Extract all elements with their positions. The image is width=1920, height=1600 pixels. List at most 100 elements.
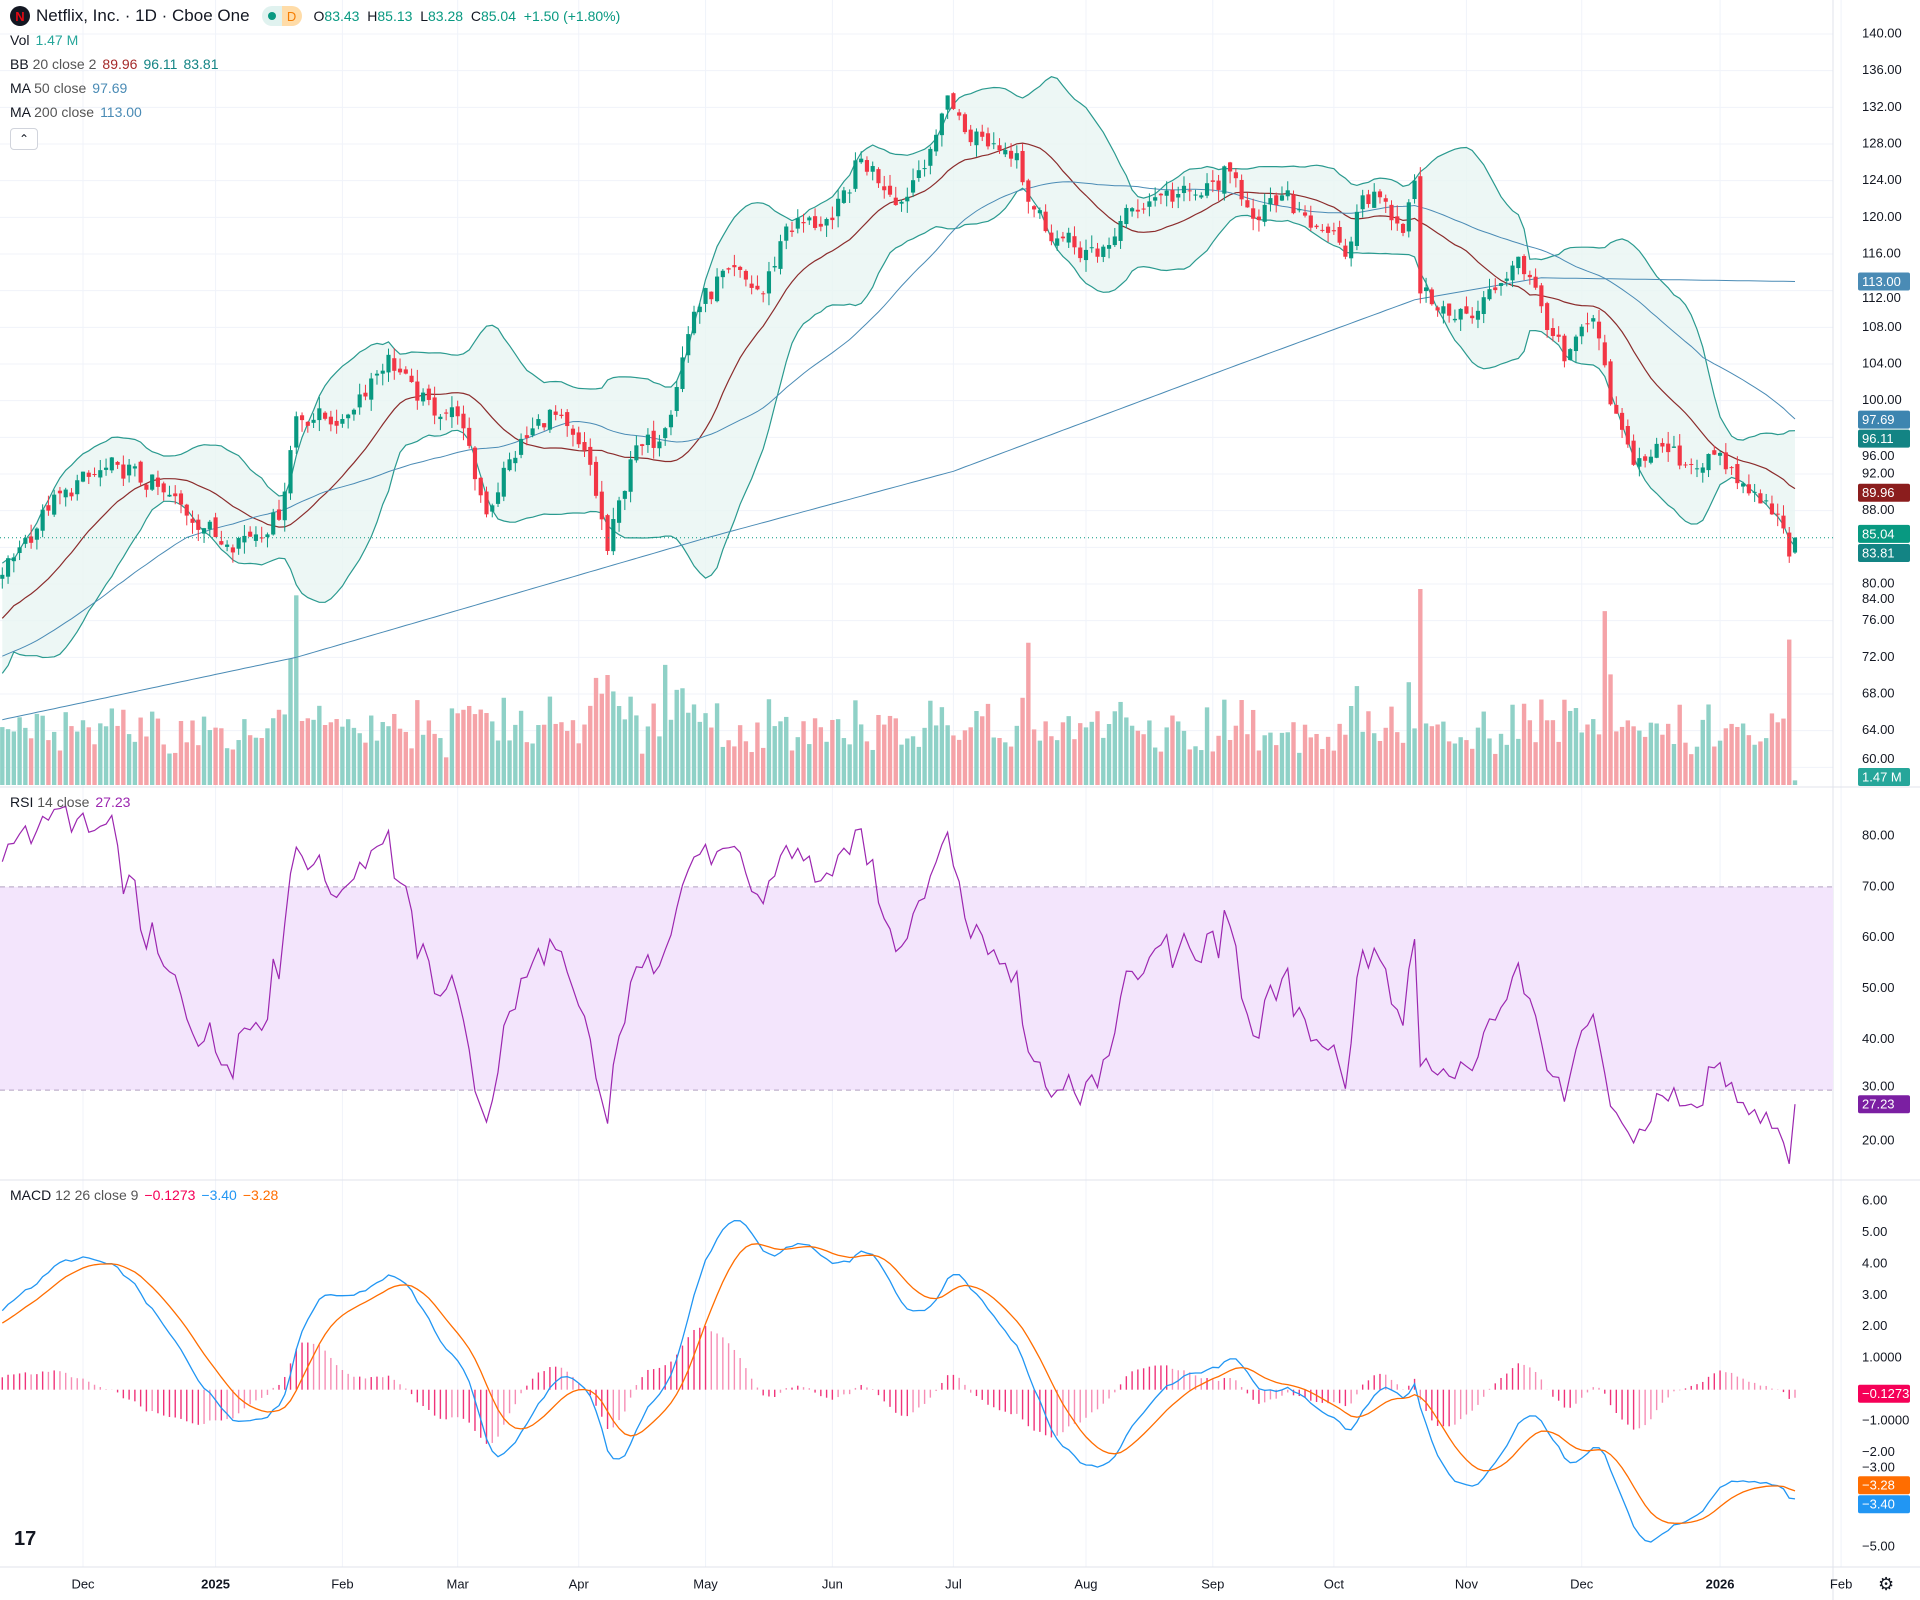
candle [1285,181,1290,201]
candle [438,414,443,431]
candle-body [980,131,985,137]
symbol-title[interactable]: Netflix, Inc. · 1D · Cboe One [36,6,250,25]
candle [985,127,991,150]
candle-body [1135,209,1140,212]
rsi-legend[interactable]: RSI 14 close 27.23 [10,794,130,810]
ma50-legend[interactable]: MA 50 close 97.69 [10,80,127,96]
candle [1279,186,1285,202]
candle-body [755,285,760,290]
candle [242,525,247,554]
candle-body [1694,468,1700,470]
candle [369,372,374,411]
macd-axis-label: 5.00 [1862,1224,1887,1239]
candle-body [795,218,800,229]
volume-bar [392,713,397,785]
tradingview-logo[interactable]: 17 [14,1528,37,1550]
settings-gear-icon[interactable]: ⚙ [1878,1574,1895,1594]
candles [0,92,1798,589]
volume-bar [1752,744,1757,785]
volume-bar [686,712,691,785]
bb-legend[interactable]: BB 20 close 2 89.96 96.11 83.81 [10,56,219,72]
macd-axis-label: −1.0000 [1862,1413,1909,1428]
candle [663,426,668,446]
candle [1458,308,1463,331]
candle-body [663,428,668,439]
candle-body [144,484,149,490]
volume-legend[interactable]: Vol 1.47 M [10,32,78,48]
candle [63,487,68,507]
candle [1130,207,1135,217]
candle-body [1643,456,1648,461]
volume-bar [536,725,541,785]
candle [288,445,293,500]
candle-body [1504,278,1509,281]
candle [876,167,881,188]
candle-body [69,492,74,497]
candle-body [1585,323,1590,325]
candle-body [1204,183,1210,196]
candle-body [386,354,391,373]
candle-body [1545,303,1550,330]
volume-bar [974,711,979,785]
candle [1481,291,1486,324]
ma200-params: 200 close [34,104,95,120]
volume-bar [1671,743,1677,785]
volume-bar [818,727,824,785]
candle [1579,324,1584,345]
candle [1573,334,1579,363]
candle-body [836,198,841,217]
volume-bar [1014,725,1020,785]
candle [253,526,259,547]
ma200-value: 113.00 [100,104,142,120]
candle-body [588,446,593,465]
volume-bar [812,718,818,785]
volume-label: Vol [10,32,30,48]
candle-body [1481,297,1486,314]
market-status-pill[interactable]: D [261,6,302,26]
volume-bar [1124,717,1129,785]
candle [910,168,916,198]
volume-bar [588,705,593,785]
volume-bar [1504,744,1509,785]
candle-body [80,471,86,482]
price-badge-bg [1858,483,1910,502]
candle [340,414,345,428]
volume-bar [778,721,783,785]
price-badge-bg [1858,524,1910,543]
price-axis-label: 112.00 [1862,290,1901,305]
volume-bar [190,720,195,785]
candle-body [363,392,368,397]
volume-bar [697,721,702,785]
bollinger-band-fill [2,76,1795,674]
candle-body [1279,195,1285,201]
volume-bar [616,706,622,785]
candle-body [1308,215,1313,228]
volume-bar [1325,736,1331,785]
candle-body [1349,241,1354,259]
volume-value: 1.47 M [35,32,79,48]
candle [766,261,772,306]
candle-body [1066,232,1071,243]
candle-body [1792,537,1798,553]
candle [922,159,927,177]
candle [1441,300,1446,324]
volume-bar [1429,726,1435,785]
candle-body [1781,515,1786,529]
ma200-legend[interactable]: MA 200 close 113.00 [10,104,142,120]
candle [680,346,685,393]
candle [1360,189,1365,218]
candle-body [1522,256,1527,275]
candle [1181,176,1187,202]
volume-bar [57,750,63,785]
candle [1723,443,1728,475]
macd-legend[interactable]: MACD 12 26 close 9 −0.1273 −3.40 −3.28 [10,1187,278,1203]
candle [617,496,622,532]
candle-body [859,158,864,163]
volume-bar [1222,699,1227,785]
volume-bar [853,700,858,785]
volume-bar [1297,752,1302,785]
collapse-legend-button[interactable]: ⌃ [10,128,38,150]
candle [714,268,720,303]
volume-badge-bg [1858,768,1910,786]
